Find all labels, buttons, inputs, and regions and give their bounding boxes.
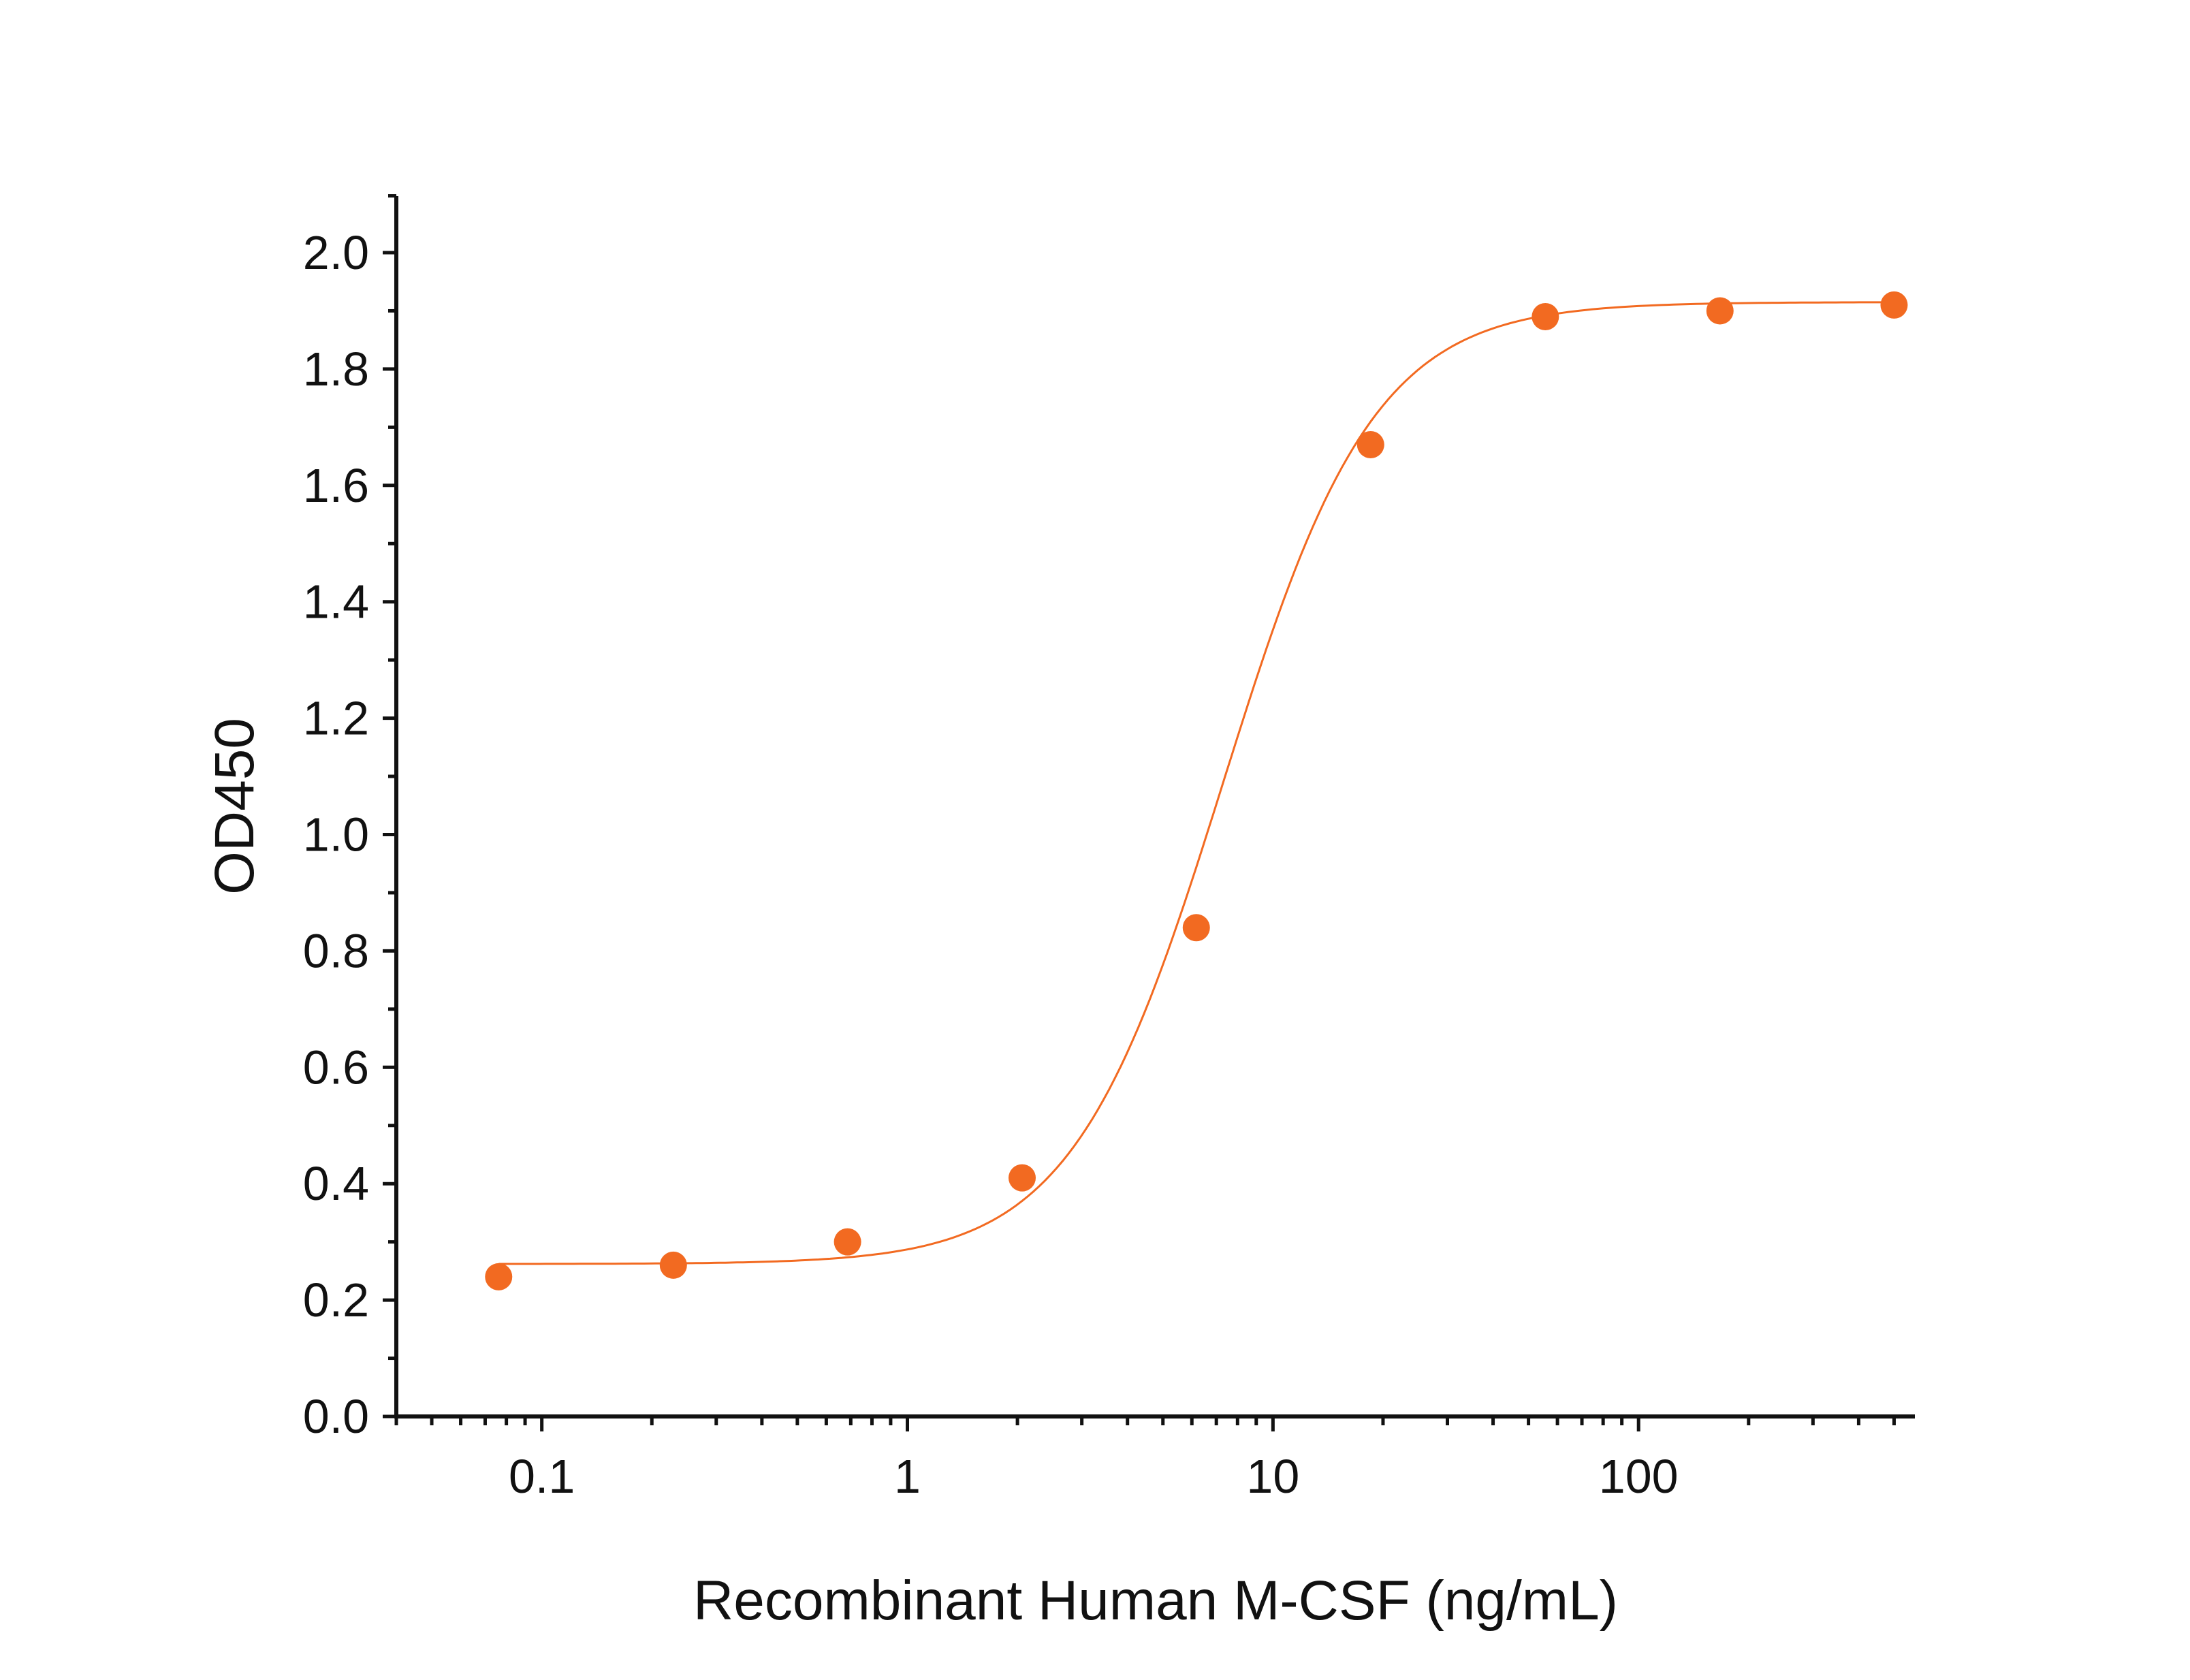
y-tick-label: 1.0 (303, 808, 369, 861)
data-point (834, 1228, 861, 1256)
y-tick-label: 0.0 (303, 1390, 369, 1443)
y-tick-label: 0.2 (303, 1273, 369, 1327)
data-point (1356, 430, 1384, 458)
data-point (1182, 914, 1210, 942)
y-tick-label: 1.2 (303, 692, 369, 745)
data-point (1706, 297, 1734, 325)
y-tick-label: 0.6 (303, 1041, 369, 1094)
y-tick-label: 1.6 (303, 459, 369, 512)
data-point (485, 1263, 513, 1290)
data-point (1880, 291, 1908, 319)
data-point (659, 1251, 687, 1279)
data-points-layer (485, 291, 1908, 1290)
y-tick-label: 1.8 (303, 343, 369, 396)
y-tick-label: 0.8 (303, 924, 369, 977)
x-tick-label: 10 (1246, 1450, 1299, 1503)
y-tick-label: 2.0 (303, 226, 369, 279)
x-axis-title: Recombinant Human M-CSF (ng/mL) (693, 1570, 1618, 1632)
x-tick-label: 1 (894, 1450, 921, 1503)
y-axis-title: OD450 (204, 718, 266, 895)
fit-curve (498, 301, 1894, 1265)
data-point (1532, 302, 1559, 330)
y-tick-label: 0.4 (303, 1157, 369, 1210)
x-tick-label: 100 (1599, 1450, 1679, 1503)
data-point (1008, 1164, 1036, 1192)
x-tick-label: 0.1 (509, 1450, 575, 1503)
fit-curve-layer (498, 301, 1894, 1265)
axes: 0.0 0.2 0.4 0.6 0.8 1.0 1.2 1.4 1.6 1.8 2.0 0.1 1 10 1… (303, 194, 1915, 1503)
y-tick-label: 1.4 (303, 575, 369, 629)
